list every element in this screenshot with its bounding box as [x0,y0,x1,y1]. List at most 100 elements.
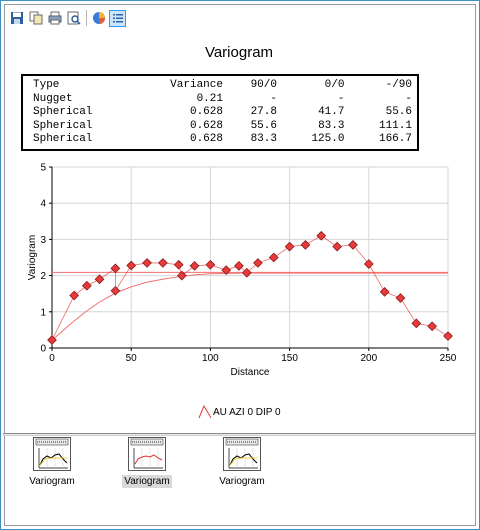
x-tick-label: 250 [440,353,457,364]
thumbnail-item[interactable]: Variogram [120,437,174,495]
thumbnail-item[interactable]: Variogram [215,437,269,495]
table-row: Spherical 0.628 27.8 41.7 55.6 [33,106,412,120]
table-header-cell: Type [33,79,60,91]
data-point [268,252,279,263]
save-icon [10,12,23,24]
data-point [379,287,390,297]
y-tick-label: 1 [40,307,46,318]
data-point [443,331,453,341]
data-point [332,241,342,252]
variogram-model-table: Type Variance 90/0 0/0 -/90 Nugget 0.21 - - - Sphe… [21,74,419,151]
table-cell: 55.6 [250,119,277,132]
table-cell: 111.1 [378,119,412,132]
data-point [173,259,184,270]
table-row: Spherical 0.628 83.3 125.0 166.7 [33,133,412,147]
experimental-line [51,235,449,341]
table-cell: Spherical [33,106,93,118]
list-view-icon [112,14,123,23]
data-point [363,259,374,269]
print-preview-icon [67,11,81,25]
print-preview-button[interactable] [65,10,82,27]
variogram-thumbnail-icon [223,437,261,471]
legend-swatch [198,404,212,419]
table-cell: 0.628 [189,119,223,132]
x-tick-label: 50 [126,353,138,364]
data-point [94,274,105,285]
report-title: Variogram [204,44,274,61]
variogram-chart: 0 50 100 150 200 250 0 1 2 3 4 5 Distance Variogram AU… [27,163,457,419]
table-header-cell: 90/0 [250,79,277,91]
pane-splitter[interactable] [3,433,475,436]
data-point [348,239,358,250]
table-cell: 41.7 [318,106,345,118]
table-cell: 166.7 [378,133,412,145]
variogram-thumbnail-icon [128,437,166,471]
copy-button[interactable] [27,10,44,27]
thumbnail-label: Variogram [122,475,172,488]
data-point [221,265,232,276]
report-view[interactable]: Variogram Type Variance 90/0 0/0 -/90 Nugget 0… [4,4,474,432]
data-point [69,290,80,301]
chart-style-button[interactable] [90,10,107,27]
table-cell: Spherical [33,119,93,132]
print-icon [48,11,61,25]
data-point [427,321,438,332]
table-cell: 0.628 [189,133,223,145]
table-cell: - [337,92,345,105]
y-axis-label: Variogram [27,235,38,280]
data-point [110,285,121,296]
copy-icon [29,11,42,25]
x-tick-label: 0 [49,353,55,364]
table-header-cell: 0/0 [324,79,345,91]
data-point [241,267,252,278]
list-view-button[interactable] [109,9,126,27]
x-tick-label: 200 [360,353,377,364]
variogram-thumbnail-icon [33,437,71,471]
data-point [300,239,311,250]
table-cell: 0.628 [189,106,223,118]
toolbar-separator [86,10,87,26]
data-point [81,280,92,291]
thumbnail-strip: Variogram Variogram Variogram [4,437,474,523]
table-cell: - [270,92,277,105]
y-tick-label: 0 [40,344,46,355]
data-point [411,318,422,329]
data-point [284,241,295,252]
model-curve [51,272,448,341]
table-cell: 83.3 [250,133,277,145]
table-cell: 27.8 [250,106,277,118]
x-tick-label: 100 [202,353,219,364]
x-tick-label: 150 [281,353,298,364]
table-cell: - [405,92,412,105]
table-header-cell: -/90 [385,79,412,91]
data-point [316,230,327,241]
legend-label: AU AZI 0 DIP 0 [213,407,281,418]
data-point [142,258,152,268]
save-button[interactable] [8,10,25,27]
data-point [234,260,244,271]
y-tick-label: 5 [40,163,46,174]
table-cell: Nugget [33,92,73,105]
table-header-row: Type Variance 90/0 0/0 -/90 [33,79,412,93]
x-axis-label: Distance [231,367,270,378]
thumbnail-item[interactable]: Variogram [25,437,79,495]
table-cell: Spherical [33,133,93,145]
data-point [158,258,168,268]
table-header-cell: Variance [170,79,223,91]
table-cell: 125.0 [311,133,345,145]
table-cell: 83.3 [318,119,345,132]
data-point [205,259,216,270]
data-point [110,263,121,274]
table-row: Nugget 0.21 - - - [33,93,412,107]
data-point [177,270,187,281]
table-cell: 0.21 [196,92,223,105]
print-button[interactable] [46,10,63,27]
y-tick-label: 4 [40,199,46,210]
data-point [126,260,137,271]
thumbnail-label: Variogram [29,476,75,487]
data-point [47,335,57,345]
chart-style-icon [92,12,105,24]
toolbar [8,8,128,28]
y-tick-label: 2 [40,271,46,282]
y-tick-label: 3 [40,235,46,246]
